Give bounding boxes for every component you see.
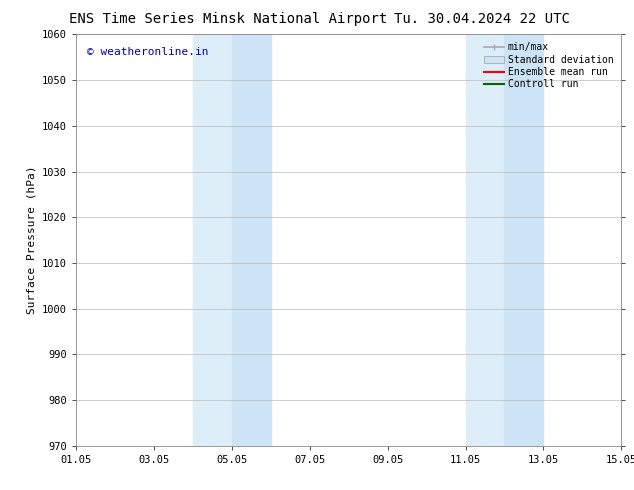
- Bar: [465, 34, 505, 446]
- Text: ENS Time Series Minsk National Airport: ENS Time Series Minsk National Airport: [69, 12, 387, 26]
- Bar: [193, 34, 232, 446]
- Text: Tu. 30.04.2024 22 UTC: Tu. 30.04.2024 22 UTC: [394, 12, 570, 26]
- Y-axis label: Surface Pressure (hPa): Surface Pressure (hPa): [27, 166, 37, 315]
- Bar: [232, 34, 271, 446]
- Text: © weatheronline.in: © weatheronline.in: [87, 47, 209, 57]
- Legend: min/max, Standard deviation, Ensemble mean run, Controll run: min/max, Standard deviation, Ensemble me…: [482, 39, 616, 92]
- Bar: [505, 34, 543, 446]
